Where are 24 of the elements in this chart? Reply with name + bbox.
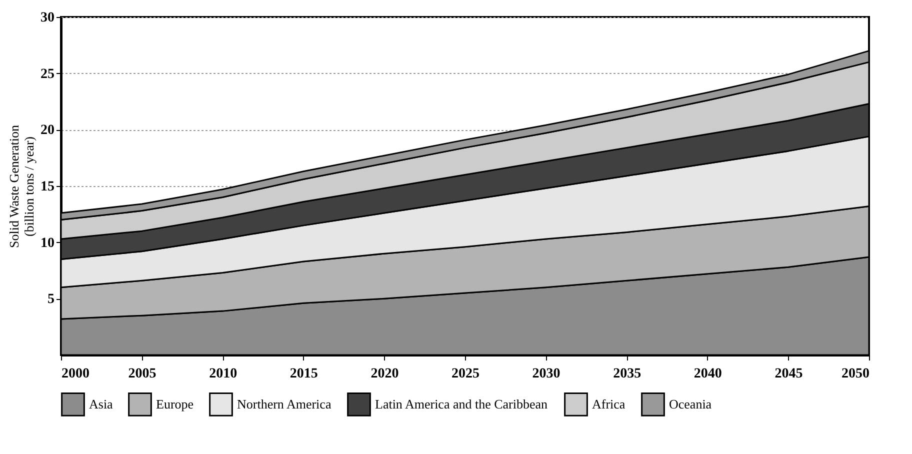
legend-label: Northern America (237, 396, 332, 412)
x-tick-label: 2010 (209, 366, 238, 382)
x-tick-label: 2030 (532, 366, 560, 382)
legend-label: Latin America and the Caribbean (375, 396, 548, 412)
y-tick-label: 15 (40, 180, 54, 194)
x-tick-label: 2015 (290, 366, 318, 382)
legend-label: Asia (89, 396, 114, 412)
y-tick-label: 20 (40, 123, 54, 138)
y-tick-label: 30 (40, 10, 54, 26)
y-tick-label: 25 (40, 66, 54, 82)
x-tick-label: 2005 (128, 366, 156, 382)
legend-label: Oceania (669, 396, 712, 412)
x-tick-label: 2035 (613, 366, 642, 382)
legend-label: Africa (592, 396, 626, 412)
legend-label: Europe (156, 396, 194, 412)
y-tick-label: 5 (48, 292, 54, 308)
x-tick-label: 2045 (774, 366, 803, 382)
y-axis-title: Solid Waste Generation (billion tons / year) (6, 124, 36, 248)
y-tick-label: 10 (40, 236, 54, 251)
x-tick-label: 2020 (370, 366, 399, 382)
x-tick-label: 2040 (694, 366, 722, 382)
x-tick-label: 2000 (62, 366, 90, 382)
x-tick-label: 2025 (452, 366, 480, 382)
x-tick-label: 2050 (842, 366, 870, 382)
